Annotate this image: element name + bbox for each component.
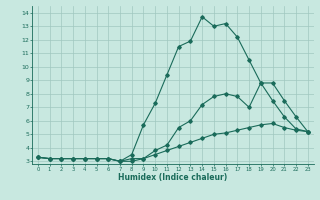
X-axis label: Humidex (Indice chaleur): Humidex (Indice chaleur) [118, 173, 228, 182]
